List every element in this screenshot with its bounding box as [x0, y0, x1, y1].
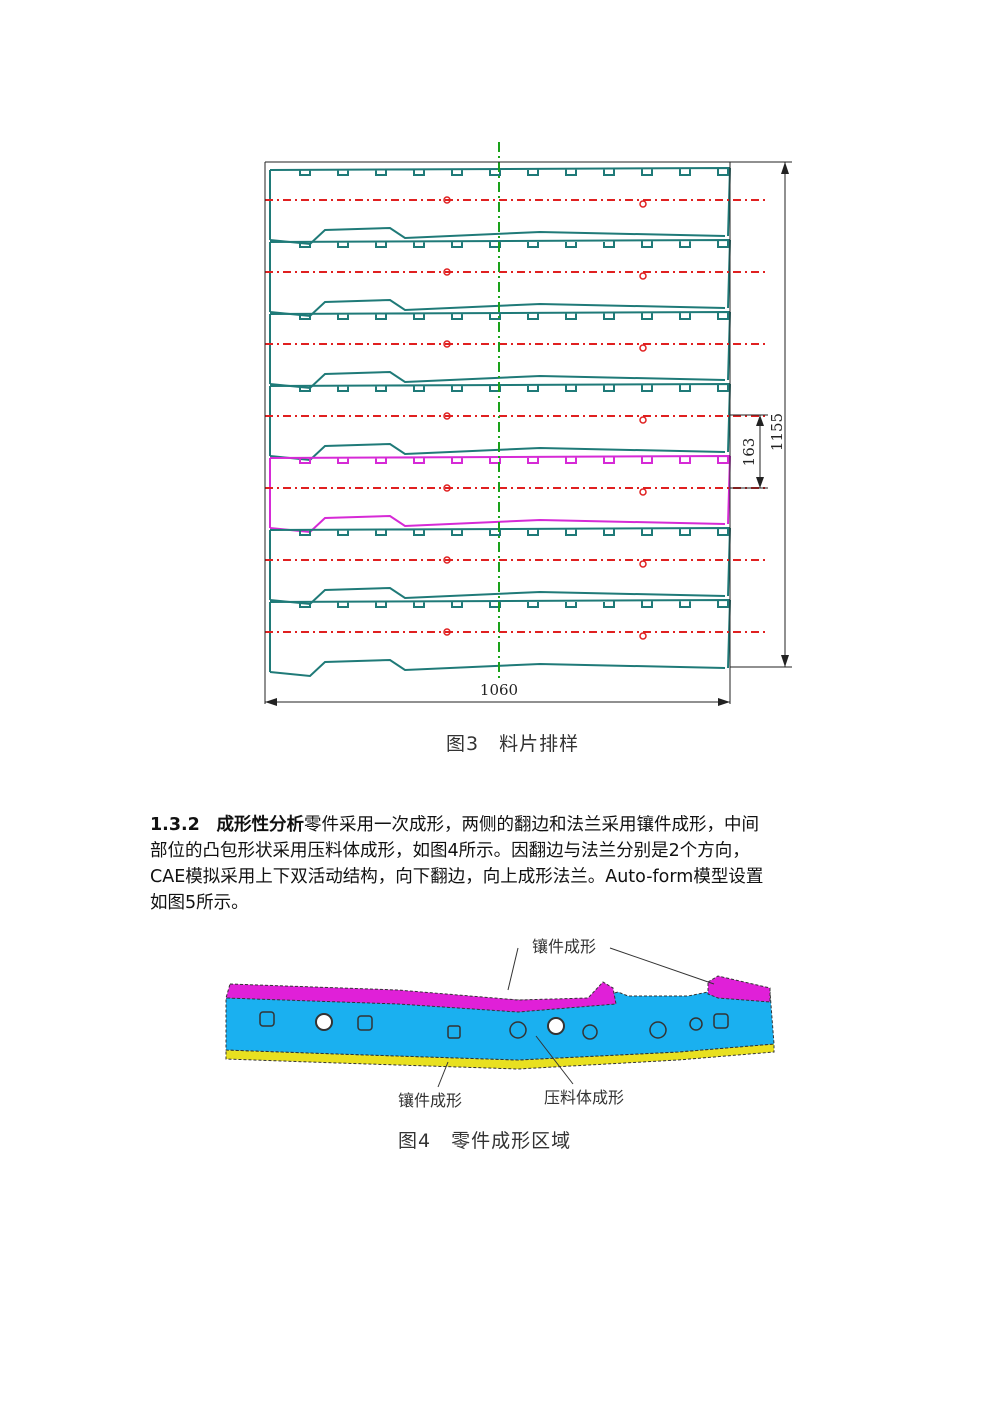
blank-outline — [269, 599, 731, 678]
body-features — [259, 1011, 729, 1040]
feature-hole — [582, 1024, 598, 1040]
feature-square — [713, 1013, 729, 1029]
section-number: 1.3.2 — [150, 815, 200, 835]
width-label-bg — [476, 678, 522, 698]
leader-bottom-right — [535, 1035, 574, 1085]
flange-insert-zone-right — [707, 975, 771, 1003]
label-insert-forming-bottom: 镶件成形 — [398, 1091, 462, 1110]
width-arrow-left — [265, 698, 277, 706]
pilot-hole — [443, 340, 451, 348]
pilot-hole — [639, 632, 647, 640]
pilot-hole — [639, 488, 647, 496]
feature-hole — [649, 1021, 667, 1039]
height-arrow-bottom — [781, 655, 789, 667]
pilot-hole — [639, 344, 647, 352]
pilot-hole — [639, 272, 647, 280]
pilot-hole — [443, 268, 451, 276]
figure3-caption: 图3 料片排样 — [446, 733, 580, 755]
section-paragraph: 1.3.2 成形性分析零件采用一次成形，两侧的翻边和法兰采用镶件成形，中间 部位… — [150, 812, 850, 916]
feature-hole — [315, 1013, 333, 1031]
height-label: 1155 — [768, 413, 786, 451]
part-forming-figure: 镶件成形 镶件成形 压料体成形 — [225, 937, 775, 1110]
pitch-arrow-top — [756, 415, 764, 426]
pilot-hole — [639, 416, 647, 424]
width-arrow-right — [718, 698, 730, 706]
feature-hole — [547, 1017, 565, 1035]
paragraph-line-1: 1.3.2 成形性分析零件采用一次成形，两侧的翻边和法兰采用镶件成形，中间 — [150, 812, 850, 838]
pilot-hole — [443, 412, 451, 420]
section-text-1: 零件采用一次成形，两侧的翻边和法兰采用镶件成形，中间 — [304, 815, 760, 835]
pitch-label: 163 — [740, 438, 758, 467]
feature-square — [447, 1025, 461, 1039]
blank-layout-figure: 1060 1155 163 — [264, 142, 792, 706]
pilot-hole — [443, 556, 451, 564]
width-label: 1060 — [480, 681, 518, 699]
section-title: 成形性分析 — [216, 815, 305, 835]
pilot-hole — [639, 560, 647, 568]
leader-bottom-left — [437, 1061, 449, 1088]
flange-insert-zone-left — [225, 981, 617, 1013]
pilot-hole — [639, 200, 647, 208]
label-insert-forming-top: 镶件成形 — [532, 937, 596, 956]
section-text-3: CAE模拟采用上下双活动结构，向下翻边，向上成形法兰。Auto-form模型设置 — [150, 867, 764, 887]
leader-top-right — [609, 947, 715, 985]
feature-square — [357, 1015, 373, 1031]
feature-square — [259, 1011, 275, 1027]
blank-outline — [269, 239, 731, 318]
feature-hole — [689, 1017, 703, 1031]
leader-top-left — [507, 947, 519, 991]
pilot-hole — [443, 628, 451, 636]
pitch-arrow-bottom — [756, 477, 764, 488]
section-text-4: 如图5所示。 — [150, 893, 249, 913]
blank-rows — [265, 167, 768, 678]
section-text-2: 部位的凸包形状采用压料体成形，如图4所示。因翻边与法兰分别是2个方向， — [150, 841, 750, 861]
figure4-caption: 图4 零件成形区域 — [398, 1130, 572, 1152]
pilot-hole — [443, 484, 451, 492]
label-pad-forming: 压料体成形 — [544, 1088, 624, 1107]
height-arrow-top — [781, 162, 789, 174]
feature-hole — [509, 1021, 527, 1039]
blank-outline — [269, 311, 731, 390]
pilot-hole — [443, 196, 451, 204]
